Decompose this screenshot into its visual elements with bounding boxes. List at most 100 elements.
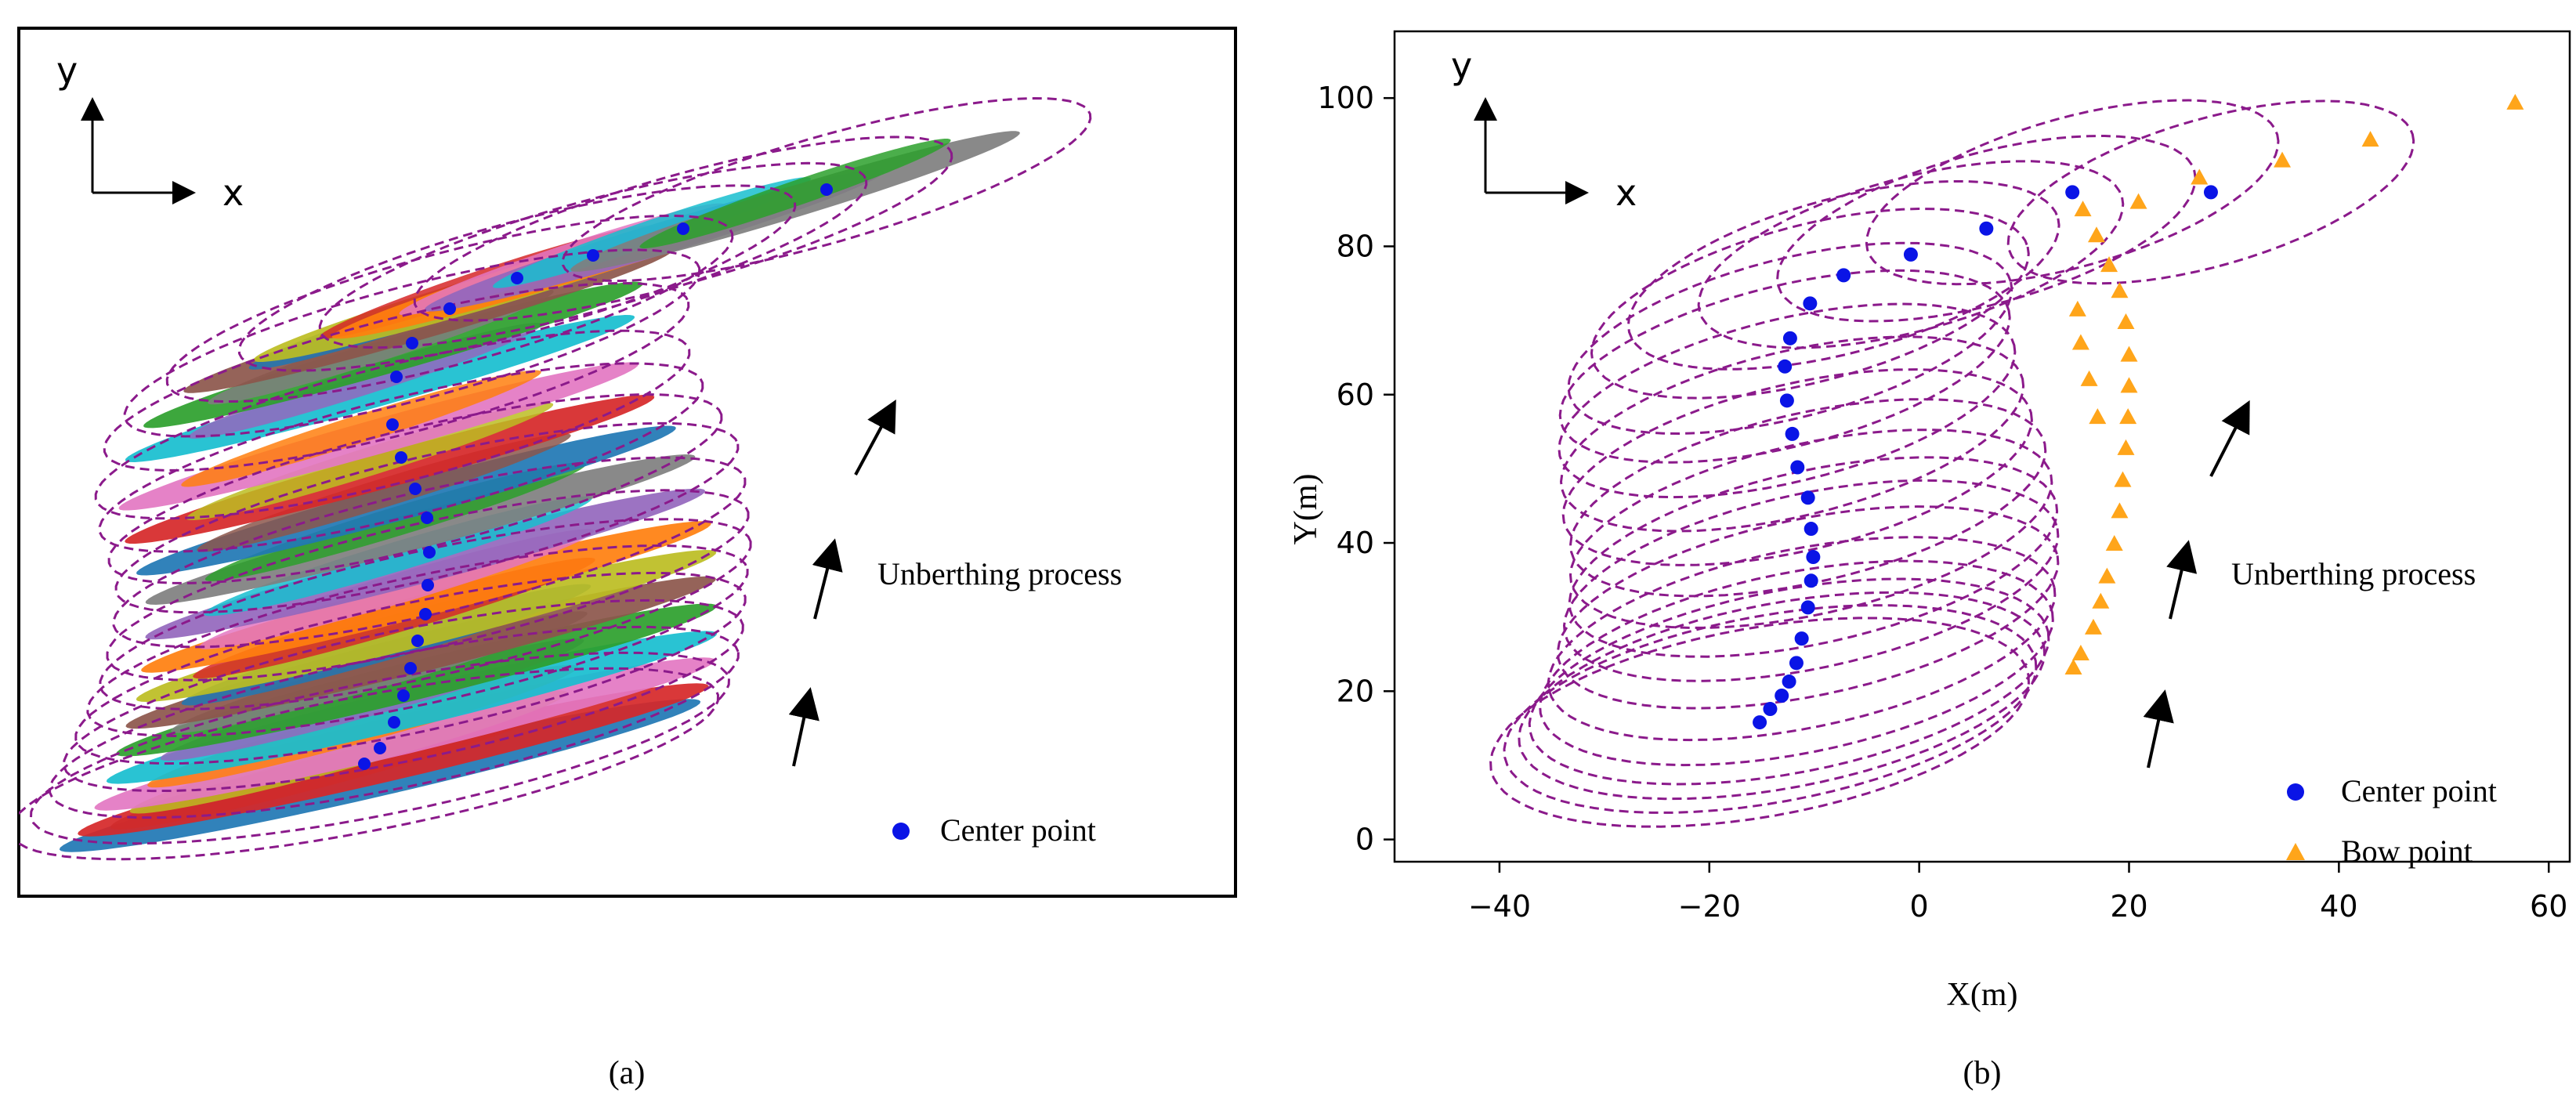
panel-b-xlabel: X(m)	[1947, 977, 2018, 1013]
y-tick-label: 40	[1337, 526, 1374, 560]
b-axis-y-label: y	[1451, 45, 1472, 87]
center-point	[386, 418, 399, 431]
center-point	[1803, 296, 1818, 311]
center-point	[388, 716, 400, 729]
legend-b-center-marker	[2287, 783, 2304, 801]
panel-b-axis-indicator: y x	[1451, 45, 1637, 214]
ellipse-outline	[19, 667, 720, 861]
x-tick-label: −40	[1468, 889, 1531, 924]
process-arrow-3	[854, 399, 896, 476]
center-point	[358, 758, 371, 770]
bow-point	[2111, 502, 2129, 519]
bow-point	[2064, 659, 2082, 675]
center-point	[423, 546, 436, 559]
center-point	[1800, 600, 1815, 615]
center-point	[409, 483, 421, 495]
center-point	[1794, 631, 1809, 646]
legend-b-center-label: Center point	[2341, 773, 2497, 808]
ellipse-outline	[99, 518, 752, 711]
center-point	[511, 272, 523, 284]
panel-b-center-points	[1753, 185, 2218, 730]
x-tick-label: 40	[2320, 889, 2357, 924]
bow-point	[2071, 645, 2089, 661]
point-cloud-scan	[78, 683, 709, 837]
panel-b-bow-points	[2064, 93, 2524, 675]
center-point	[421, 579, 434, 591]
ellipse-outline	[1558, 269, 2011, 464]
bow-point	[2105, 534, 2123, 551]
b-process-arrow-3	[2209, 400, 2250, 477]
center-point	[390, 371, 403, 383]
panel-b-ellipses	[1489, 99, 2415, 828]
point-cloud-scan	[181, 370, 541, 487]
center-point	[587, 249, 599, 262]
bow-point	[2117, 313, 2135, 329]
ellipse-outline	[98, 362, 704, 553]
point-cloud-scan	[639, 139, 951, 248]
ellipse-outline	[561, 96, 1092, 283]
ellipse-outline	[114, 421, 740, 614]
y-tick-label: 20	[1337, 674, 1374, 708]
center-point	[374, 742, 386, 754]
center-point	[1790, 460, 1805, 475]
center-point	[1782, 331, 1797, 345]
ellipse-outline	[1567, 241, 2013, 436]
x-tick-label: 60	[2530, 889, 2567, 924]
b-process-arrow-1	[2143, 689, 2174, 768]
bow-point	[2068, 300, 2086, 316]
panel-b-x-ticks: −40 −20 0 20 40 60	[1468, 862, 2567, 924]
x-tick-label: 20	[2110, 889, 2147, 924]
ellipse-outline	[94, 329, 691, 520]
ellipse-outline	[237, 184, 797, 372]
panel-b-plot-area	[1395, 31, 2570, 862]
point-cloud-scan	[186, 403, 554, 520]
b-axis-x-label: x	[1615, 172, 1637, 214]
x-tick-label: −20	[1678, 889, 1741, 924]
ellipse-outline	[1562, 479, 2060, 682]
center-point	[1804, 522, 1818, 537]
ellipse-outline	[112, 456, 747, 649]
bow-point	[2191, 168, 2209, 185]
legend-b-bow-marker	[2286, 843, 2305, 860]
bow-point	[2361, 131, 2379, 147]
bow-point	[2071, 334, 2089, 350]
center-point	[443, 302, 456, 315]
center-point	[820, 183, 833, 196]
center-point	[1775, 689, 1789, 703]
panel-b-process-label: Unberthing process	[2231, 556, 2476, 591]
bow-point	[2074, 201, 2092, 217]
legend-b-bow-label: Bow point	[2341, 834, 2473, 869]
center-point	[395, 451, 407, 464]
bow-point	[2274, 151, 2292, 168]
panel-b-caption: (b)	[1963, 1055, 2002, 1091]
center-point	[419, 608, 432, 620]
ellipse-outline	[107, 393, 723, 584]
panel-a-center-points	[358, 183, 833, 770]
axis-x-label: x	[223, 172, 244, 214]
y-tick-label: 60	[1337, 378, 1374, 412]
ellipse-outline	[1590, 207, 2030, 400]
ellipse-outline	[1561, 368, 2033, 566]
center-point	[397, 689, 410, 702]
center-point	[1779, 393, 1794, 408]
ellipse-outline	[1626, 180, 2060, 371]
ellipse-outline	[1489, 617, 2031, 828]
panel-b-ylabel: Y(m)	[1288, 474, 1324, 545]
x-tick-label: 0	[1910, 889, 1929, 924]
center-point	[1778, 359, 1793, 374]
bow-point	[2100, 256, 2118, 273]
center-point	[2203, 185, 2218, 200]
ellipse-outline	[1528, 577, 2050, 786]
center-point	[1979, 221, 1994, 236]
axis-y-label: y	[56, 49, 78, 92]
ellipse-outline	[1518, 591, 2046, 801]
center-point	[1763, 702, 1778, 717]
bow-point	[2089, 408, 2107, 425]
panel-a-process-label: Unberthing process	[877, 556, 1122, 591]
bow-point	[2111, 282, 2129, 298]
bow-point	[2120, 377, 2138, 393]
panel-a-process-arrows	[788, 399, 896, 767]
ellipse-outline	[1556, 505, 2060, 710]
panel-a-ellipses	[19, 96, 1092, 861]
bow-point	[2120, 345, 2138, 362]
